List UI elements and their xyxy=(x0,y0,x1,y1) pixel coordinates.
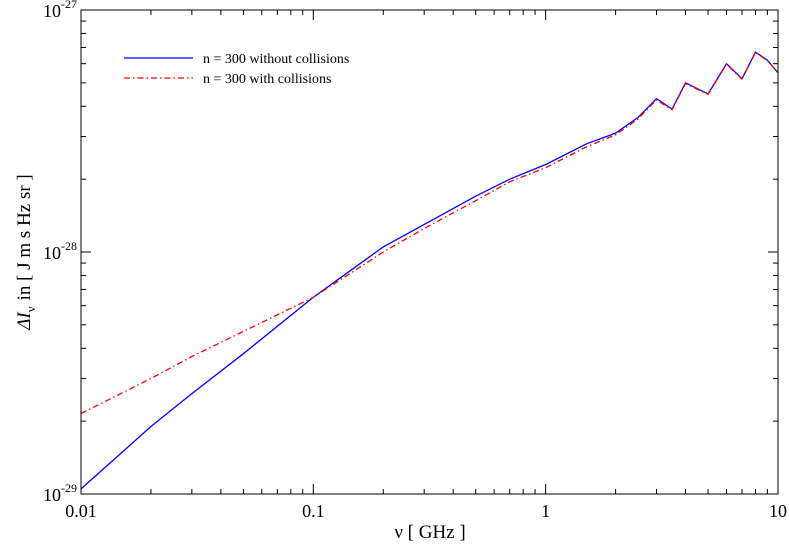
y-tick-label: 10-28 xyxy=(43,239,77,263)
y-axis-label-text: in [ J m s Hz sr ] xyxy=(14,174,35,300)
axis-ticks xyxy=(80,9,779,495)
series-line-1 xyxy=(80,51,779,490)
y-tick-label-base: 10 xyxy=(43,1,61,21)
y-axis-label-prefix: ΔI xyxy=(14,311,35,331)
legend: n = 300 without collisions n = 300 with c… xyxy=(124,52,349,87)
legend-label-1: n = 300 without collisions xyxy=(203,52,349,67)
x-axis-label: ν [ GHz ] xyxy=(394,522,465,543)
y-tick-label-exponent: -28 xyxy=(61,239,77,253)
y-tick-label-exponent: -27 xyxy=(61,0,77,11)
y-tick-label-base: 10 xyxy=(43,485,61,505)
x-tick-label: 0.1 xyxy=(302,501,325,521)
series-layer xyxy=(80,51,779,490)
svg-text:ΔIνin [ J m s Hz sr ]: ΔIν in [ J m s Hz sr ] xyxy=(14,174,38,331)
legend-label-2: n = 300 with collisions xyxy=(203,72,331,87)
y-axis-label: ΔIν in [ J m s Hz sr ] xyxy=(14,174,38,331)
y-tick-label: 10-27 xyxy=(43,0,77,21)
y-tick-label-base: 10 xyxy=(43,243,61,263)
series-line-2 xyxy=(80,51,779,415)
plot-frame xyxy=(80,9,779,495)
x-tick-label: 10 xyxy=(769,501,787,521)
x-tick-label: 0.01 xyxy=(65,501,97,521)
y-axis-label-sub: ν xyxy=(23,306,38,312)
x-tick-label: 1 xyxy=(541,501,550,521)
y-tick-label: 10-29 xyxy=(43,481,77,505)
y-tick-label-exponent: -29 xyxy=(61,481,77,495)
